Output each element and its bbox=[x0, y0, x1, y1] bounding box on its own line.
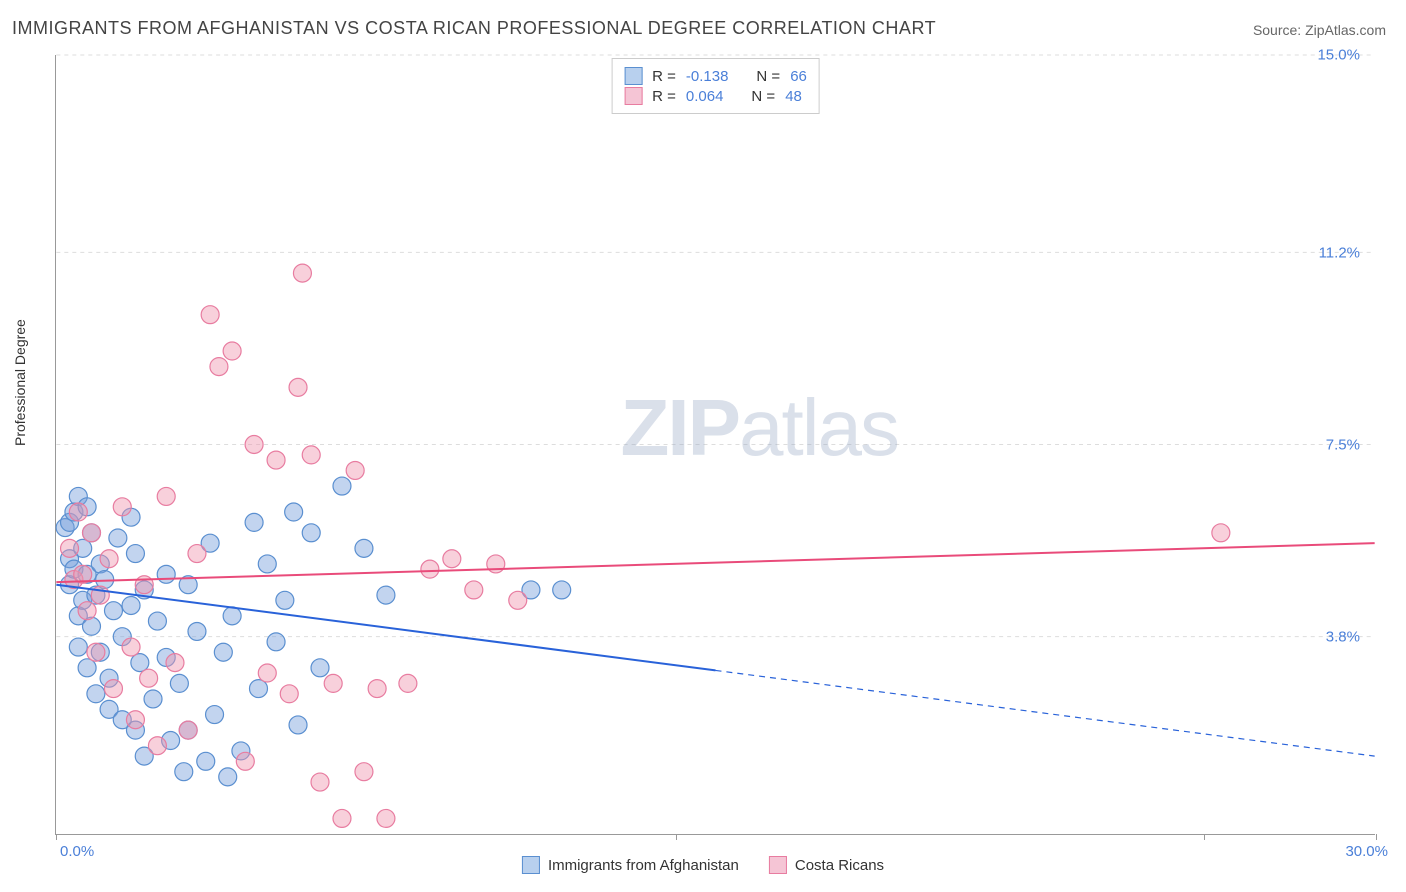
legend-swatch bbox=[522, 856, 540, 874]
stats-legend-row: R = -0.138 N = 66 bbox=[624, 67, 807, 85]
x-tick-mark bbox=[56, 834, 57, 840]
y-axis-label: Professional Degree bbox=[12, 319, 28, 446]
legend-label: Immigrants from Afghanistan bbox=[548, 857, 739, 874]
y-tick-label: 15.0% bbox=[1317, 47, 1360, 64]
x-tick-mark bbox=[1204, 834, 1205, 840]
r-value: 0.064 bbox=[686, 88, 724, 105]
x-tick-mark bbox=[1376, 834, 1377, 840]
y-tick-label: 7.5% bbox=[1326, 437, 1360, 454]
x-tick-mark bbox=[676, 834, 677, 840]
source-attribution: Source: ZipAtlas.com bbox=[1253, 22, 1386, 38]
stats-legend-row: R = 0.064 N = 48 bbox=[624, 87, 807, 105]
series-legend: Immigrants from Afghanistan Costa Ricans bbox=[522, 856, 884, 874]
r-value: -0.138 bbox=[686, 68, 729, 85]
stats-legend-box: R = -0.138 N = 66 R = 0.064 N = 48 bbox=[611, 58, 820, 114]
n-prefix: N = bbox=[756, 68, 780, 85]
scatter-svg bbox=[56, 55, 1375, 834]
legend-swatch bbox=[624, 67, 642, 85]
legend-swatch bbox=[624, 87, 642, 105]
chart-title: IMMIGRANTS FROM AFGHANISTAN VS COSTA RIC… bbox=[12, 18, 936, 39]
x-axis-max-label: 30.0% bbox=[1345, 843, 1388, 860]
legend-item: Immigrants from Afghanistan bbox=[522, 856, 739, 874]
chart-plot-area: R = -0.138 N = 66 R = 0.064 N = 48 3.8% 7.5% 11.2… bbox=[55, 55, 1375, 835]
legend-swatch bbox=[769, 856, 787, 874]
r-prefix: R = bbox=[652, 68, 676, 85]
legend-item: Costa Ricans bbox=[769, 856, 884, 874]
x-axis-min-label: 0.0% bbox=[60, 843, 94, 860]
n-value: 66 bbox=[790, 68, 807, 85]
y-tick-label: 3.8% bbox=[1326, 629, 1360, 646]
n-prefix: N = bbox=[751, 88, 775, 105]
r-prefix: R = bbox=[652, 88, 676, 105]
n-value: 48 bbox=[785, 88, 802, 105]
legend-label: Costa Ricans bbox=[795, 857, 884, 874]
y-tick-label: 11.2% bbox=[1319, 244, 1360, 261]
